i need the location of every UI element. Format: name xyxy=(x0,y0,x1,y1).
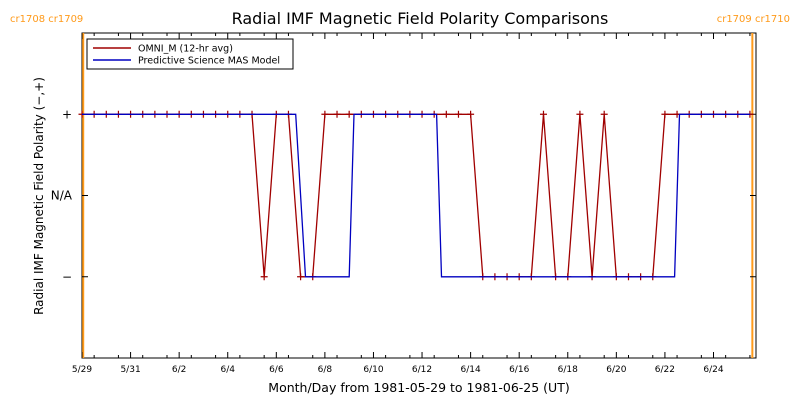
data-point xyxy=(260,273,268,281)
carrington-marker-label: cr1708 cr1709 xyxy=(10,14,83,25)
x-tick-label: 6/16 xyxy=(509,365,529,375)
legend-entry-label: Predictive Science MAS Model xyxy=(138,56,280,67)
carrington-marker-label: cr1709 cr1710 xyxy=(717,14,790,25)
legend-box xyxy=(86,38,294,70)
x-tick-label: 6/14 xyxy=(461,365,481,375)
x-tick-label: 6/18 xyxy=(558,365,578,375)
series-line-mas xyxy=(82,113,750,278)
x-tick-label: 6/20 xyxy=(606,365,626,375)
x-axis-label: Month/Day from 1981-05-29 to 1981-06-25 … xyxy=(268,380,569,395)
data-point xyxy=(442,110,450,118)
data-point xyxy=(467,110,475,118)
data-point xyxy=(661,110,669,118)
x-tick-label: 6/6 xyxy=(269,365,284,375)
y-tick-label: N/A xyxy=(51,189,73,203)
x-tick-label: 6/22 xyxy=(655,365,675,375)
x-tick-label: 5/31 xyxy=(120,365,140,375)
data-point xyxy=(600,110,608,118)
x-tick-label: 6/8 xyxy=(318,365,333,375)
y-tick-label: + xyxy=(62,107,72,121)
data-point xyxy=(321,110,329,118)
data-point xyxy=(297,273,305,281)
data-point xyxy=(539,110,547,118)
x-tick-label: 5/29 xyxy=(72,365,92,375)
x-tick-label: 6/10 xyxy=(363,365,383,375)
x-tick-label: 6/2 xyxy=(172,365,186,375)
data-point xyxy=(345,110,353,118)
data-point xyxy=(333,110,341,118)
x-tick-label: 6/24 xyxy=(703,365,723,375)
x-tick-label: 6/12 xyxy=(412,365,432,375)
data-point xyxy=(454,110,462,118)
chart-title: Radial IMF Magnetic Field Polarity Compa… xyxy=(232,9,609,28)
data-point xyxy=(576,110,584,118)
y-axis-label: Radial IMF Magnetic Field Polarity (−,+) xyxy=(32,77,46,315)
legend-entry-label: OMNI_M (12-hr avg) xyxy=(138,44,233,55)
series-line-omni xyxy=(82,113,750,278)
y-tick-label: − xyxy=(62,270,72,284)
plot-area-border xyxy=(81,32,757,359)
x-tick-label: 6/4 xyxy=(220,365,235,375)
